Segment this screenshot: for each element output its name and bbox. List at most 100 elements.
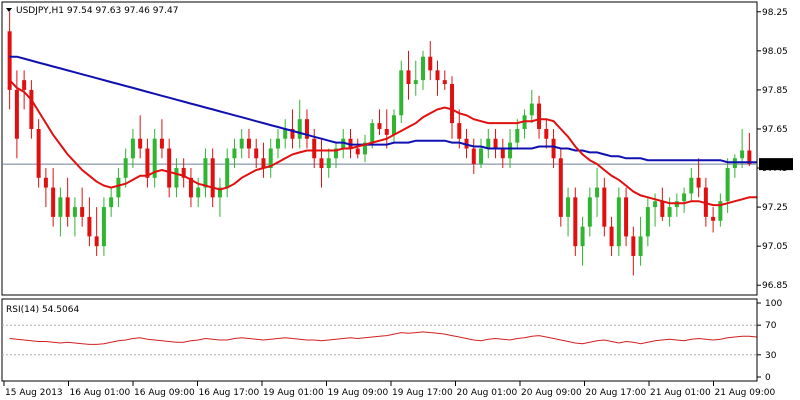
candle-body — [210, 158, 215, 198]
candle-body — [326, 158, 331, 169]
candle-body — [667, 207, 672, 217]
rsi-y-tick-label: 30 — [765, 351, 777, 361]
candle-body — [152, 138, 157, 178]
x-tick-label: 20 Aug 17:00 — [586, 388, 647, 398]
candle-body — [362, 142, 367, 155]
candle-body — [421, 56, 426, 81]
candle-body — [174, 168, 179, 188]
candle-body — [14, 89, 19, 139]
candle-body — [101, 207, 106, 247]
candle-body — [29, 89, 34, 129]
candle-body — [109, 197, 114, 208]
candle-body — [566, 197, 571, 217]
ma-fast-line — [8, 79, 757, 207]
candle-body — [58, 197, 63, 217]
candle-body — [544, 128, 549, 139]
candle-body — [384, 128, 389, 135]
candle-body — [167, 148, 172, 188]
candle-body — [573, 197, 578, 247]
x-tick-label: 19 Aug 01:00 — [263, 388, 324, 398]
x-axis: 15 Aug 2013 16 Aug 01:00 16 Aug 09:00 16 Au… — [3, 381, 776, 398]
candle-body — [537, 103, 542, 129]
candle-body — [51, 187, 56, 217]
x-tick-label: 16 Aug 01:00 — [70, 388, 131, 398]
rsi-panel-frame — [1, 298, 758, 382]
candle-body — [595, 187, 600, 198]
candle-body — [638, 236, 643, 256]
x-tick-label: 20 Aug 01:00 — [457, 388, 518, 398]
candle-body — [87, 216, 92, 237]
y-tick-label: 97.65 — [762, 125, 788, 135]
chart-header: USDJPY,H1 97.54 97.63 97.46 97.47 — [16, 6, 178, 16]
candle-body — [297, 119, 302, 139]
candle-body — [355, 148, 360, 155]
ma-slow-line — [9, 55, 757, 164]
candle-body — [232, 148, 237, 159]
candle-body — [718, 201, 723, 221]
x-tick-label: 20 Aug 09:00 — [521, 388, 582, 398]
candle-body — [500, 148, 505, 159]
candle-body — [254, 148, 259, 159]
candle-body — [624, 197, 629, 237]
candle-body — [22, 80, 27, 90]
candle-body — [450, 84, 455, 124]
candle-body — [217, 187, 222, 198]
y-tick-label: 98.05 — [762, 47, 788, 57]
candle-body — [36, 128, 41, 178]
candle-body — [493, 138, 498, 149]
x-tick-label: 16 Aug 17:00 — [199, 388, 260, 398]
candle-body — [558, 158, 563, 217]
candle-body — [225, 158, 230, 188]
candle-body — [682, 193, 687, 202]
x-tick-label: 21 Aug 01:00 — [650, 388, 711, 398]
candle-body — [551, 138, 556, 159]
x-tick-label: 21 Aug 09:00 — [715, 388, 776, 398]
candle-body — [239, 138, 244, 149]
rsi-y-tick-label: 100 — [765, 299, 782, 309]
candle-body — [94, 236, 99, 247]
candle-body — [159, 138, 164, 149]
candle-body — [290, 128, 295, 139]
candle-body — [145, 148, 150, 178]
candle-body — [196, 187, 201, 198]
rsi-panel-label: RSI(14) 54.5064 — [6, 305, 79, 315]
candle-body — [486, 138, 491, 149]
candle-body — [689, 177, 694, 194]
candle-body — [392, 115, 397, 135]
candle-body — [188, 177, 193, 198]
current-price-tag-bg — [759, 158, 793, 171]
candle-body — [580, 226, 585, 247]
candle-body — [696, 177, 701, 188]
candle-body — [725, 168, 730, 202]
y-tick-label: 97.25 — [762, 203, 788, 213]
dropdown-triangle-icon[interactable] — [6, 8, 12, 12]
current-price-tag-text: 97.47 — [762, 160, 788, 170]
candle-body — [406, 70, 411, 85]
x-tick-label: 19 Aug 17:00 — [392, 388, 453, 398]
candle-body — [616, 197, 621, 247]
candle-body — [283, 128, 288, 139]
candle-body — [435, 70, 440, 81]
candle-body — [261, 158, 266, 169]
candle-body — [587, 197, 592, 227]
candle-body — [609, 226, 614, 247]
candle-body — [399, 70, 404, 116]
candle-body — [508, 142, 513, 159]
candle-body — [181, 168, 186, 178]
candle-body — [370, 123, 375, 143]
candle-body — [471, 148, 476, 165]
rsi-y-axis: 100 70 30 0 — [757, 299, 782, 383]
candle-body — [457, 123, 462, 139]
candle-body — [275, 138, 280, 149]
x-tick-label: 16 Aug 09:00 — [134, 388, 195, 398]
candle-body — [377, 123, 382, 129]
candle-body — [515, 128, 520, 143]
candle-body — [631, 236, 636, 256]
candle-body — [43, 177, 48, 188]
candle-body — [660, 201, 665, 217]
candles — [7, 11, 752, 276]
candle-body — [80, 207, 85, 217]
rsi-level-lines — [2, 324, 757, 356]
candle-body — [312, 138, 317, 159]
